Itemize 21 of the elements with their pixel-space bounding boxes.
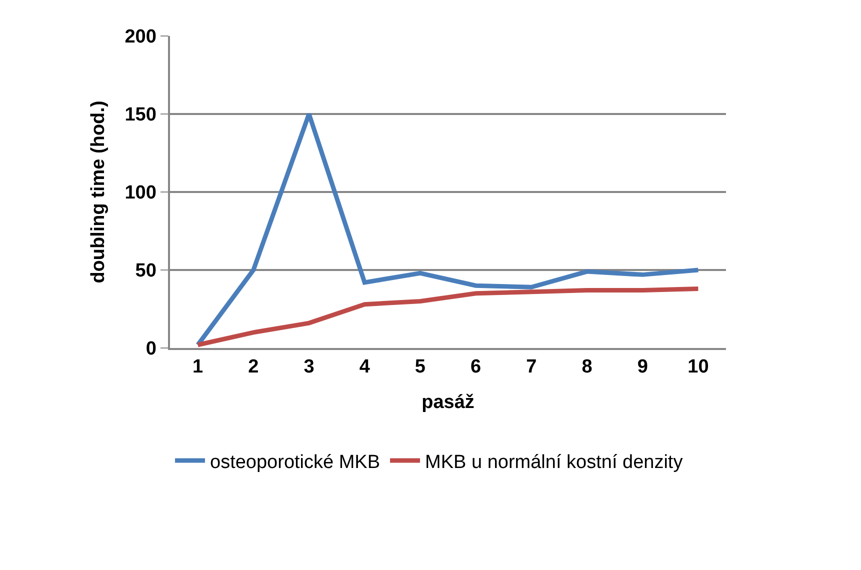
line-series: [196, 112, 700, 348]
x-tick-label: 10: [688, 356, 709, 378]
y-tick-label: 50: [135, 260, 156, 282]
y-tick-label: 0: [146, 338, 156, 360]
y-tick-label: 200: [124, 26, 156, 48]
y-tick-label: 150: [124, 104, 156, 126]
x-tick-label: 8: [582, 356, 592, 378]
x-axis-title: pasáž: [422, 392, 474, 413]
x-tick-label: 9: [637, 356, 648, 378]
legend-label: MKB u normální kostní denzity: [425, 452, 684, 473]
x-tick-label: 2: [248, 356, 259, 378]
x-tick-label: 6: [470, 356, 482, 378]
x-tick-label: 7: [526, 356, 537, 378]
x-tick-label: 4: [359, 356, 370, 378]
x-tick-label: 3: [304, 356, 314, 378]
y-tick-label: 100: [124, 182, 156, 204]
line-series: [196, 286, 700, 348]
x-tick-label: 1: [192, 356, 204, 378]
x-tick-label: 5: [414, 356, 426, 378]
y-axis-title: doubling time (hod.): [88, 100, 110, 284]
legend-label: osteoporotické MKB: [210, 452, 380, 473]
